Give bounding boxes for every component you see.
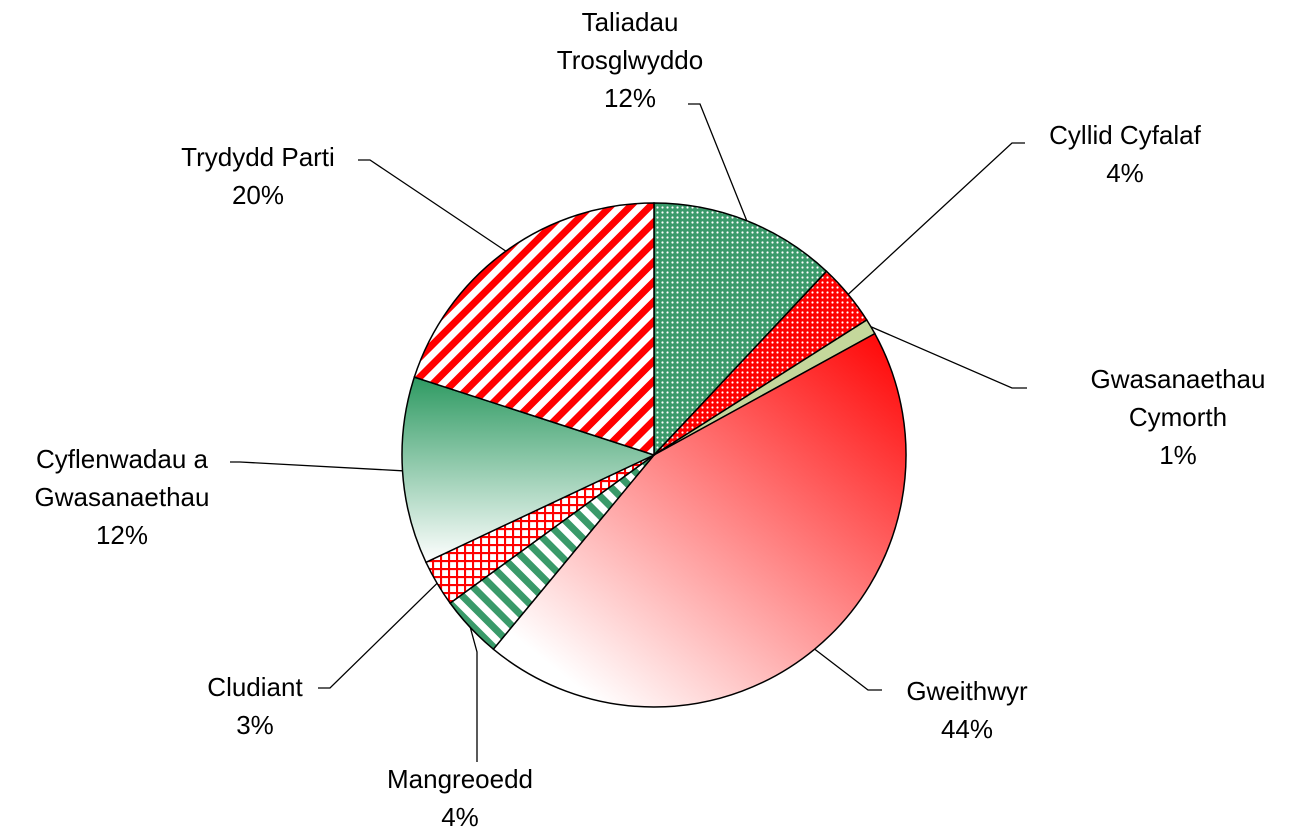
value-label: 4%	[1106, 158, 1144, 188]
pie-slice	[401, 376, 657, 564]
slice-label: Gweithwyr 44%	[867, 672, 1067, 748]
slice-label: Cyllid Cyfalaf 4%	[1015, 116, 1235, 192]
slice-label: Gwasanaethau Cymorth 1%	[1068, 360, 1288, 474]
slice-label: Mangreoedd 4%	[350, 760, 570, 836]
value-label: 12%	[95, 520, 149, 550]
leader-line	[469, 627, 478, 762]
category-label: Cyllid Cyfalaf	[1049, 120, 1201, 150]
category-label: Gweithwyr	[906, 676, 1028, 706]
leader-line	[358, 159, 507, 252]
leader-line	[870, 326, 1027, 389]
category-label: Gwasanaethau Cymorth	[1090, 364, 1266, 432]
category-label: Cyflenwadau a Gwasanaethau	[34, 444, 210, 512]
category-label: Cludiant	[207, 672, 303, 702]
leader-line	[847, 142, 1025, 295]
pie-slice	[413, 202, 655, 457]
value-label: 1%	[1159, 440, 1197, 470]
pie-slice	[492, 332, 907, 708]
category-label: Mangreoedd	[387, 764, 533, 794]
slice-label: Cyflenwadau a Gwasanaethau 12%	[2, 440, 242, 554]
leader-line	[318, 582, 438, 689]
slice-label: Taliadau Trosglwyddo 12%	[530, 3, 730, 117]
value-label: 4%	[441, 802, 479, 832]
value-label: 3%	[236, 710, 274, 740]
value-label: 20%	[231, 180, 285, 210]
leader-line	[230, 461, 403, 472]
leader-line	[814, 648, 882, 691]
value-label: 44%	[940, 714, 994, 744]
category-label: Trydydd Parti	[181, 142, 335, 172]
slice-label: Cludiant 3%	[175, 668, 335, 744]
pie-slice	[653, 202, 828, 457]
category-label: Taliadau Trosglwyddo	[556, 7, 704, 75]
slice-label: Trydydd Parti 20%	[148, 138, 368, 214]
leader-line	[688, 103, 748, 221]
value-label: 12%	[603, 83, 657, 113]
